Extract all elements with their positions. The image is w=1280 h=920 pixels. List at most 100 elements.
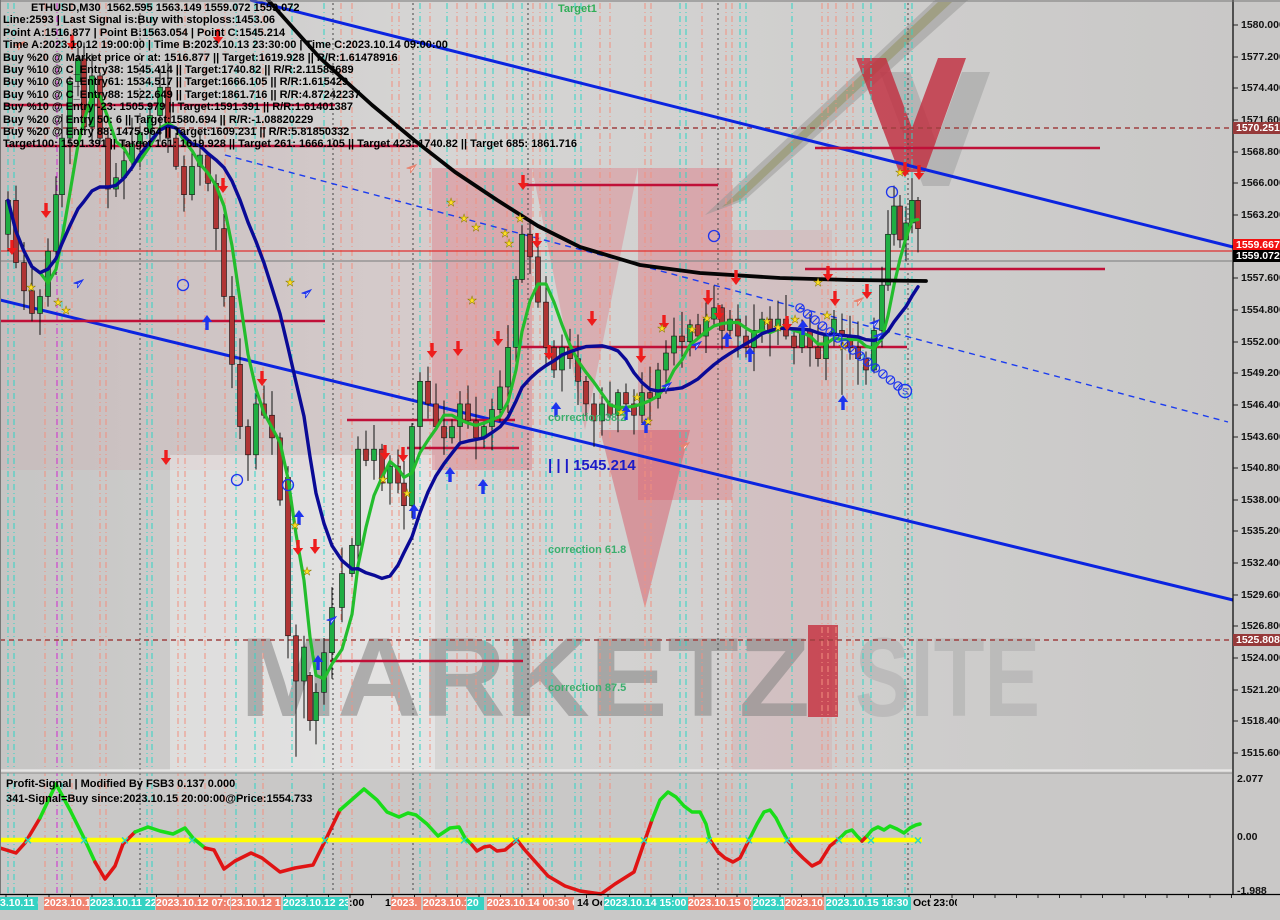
sell-arrow-icon — [492, 331, 504, 346]
candle-up — [615, 392, 621, 416]
price-axis-label: 1521.200 — [1241, 684, 1280, 696]
sell-arrow-icon — [913, 165, 925, 180]
star-icon: ★ — [643, 416, 653, 428]
price-badge: 1570.251 — [1233, 122, 1280, 134]
star-icon: ★ — [467, 295, 477, 307]
candle-up — [371, 448, 377, 461]
buy-arrow-icon — [293, 510, 305, 525]
price-axis-label: 1532.400 — [1241, 557, 1280, 569]
star-icon: ★ — [285, 277, 295, 289]
buy-arrow-icon — [837, 395, 849, 410]
price-axis-label: 1577.200 — [1241, 51, 1280, 63]
sell-arrow-icon — [635, 348, 647, 363]
oscillator-line — [338, 787, 474, 847]
candle-up — [75, 58, 81, 82]
candle-up — [387, 465, 393, 484]
candle-up — [45, 250, 51, 297]
candle-up — [497, 386, 503, 410]
candle-up — [313, 692, 319, 721]
sell-arrow-icon — [781, 316, 793, 331]
candle-down — [173, 137, 179, 167]
candle-down — [363, 448, 369, 461]
cross-marker-icon: × — [783, 832, 791, 848]
time-axis-label: 2023.10.13 — [423, 897, 466, 910]
candle-up — [687, 324, 693, 343]
buy-arrow-icon — [550, 402, 562, 417]
candle-down — [465, 403, 471, 422]
candle-up — [189, 166, 195, 195]
candle-down — [21, 262, 27, 292]
time-axis-label: 20 — [467, 897, 484, 910]
time-axis-label: 2023.10.15 18:30 0 — [826, 897, 911, 910]
cross-marker-icon: × — [914, 832, 922, 848]
candle-down — [379, 448, 385, 484]
candle-down — [425, 380, 431, 405]
candle-down — [535, 256, 541, 303]
candle-up — [137, 132, 143, 145]
sell-arrow-icon — [309, 539, 321, 554]
star-icon: ★ — [632, 392, 642, 404]
price-axis-label: 1566.000 — [1241, 177, 1280, 189]
sell-arrow-icon — [517, 175, 529, 190]
sell-arrow-icon — [531, 233, 543, 248]
star-icon: ★ — [790, 314, 800, 326]
price-axis-label: 1557.600 — [1241, 272, 1280, 284]
watermark-text-left: MARKETZ — [240, 615, 810, 740]
candle-down — [401, 482, 407, 507]
sell-arrow-icon — [66, 35, 78, 50]
buy-arrow-icon — [797, 320, 809, 335]
ma-long-line — [266, 0, 928, 283]
sell-arrow-icon — [452, 341, 464, 356]
candle-down — [543, 301, 549, 348]
buy-arrow-icon — [477, 479, 489, 494]
star-icon: ★ — [402, 488, 412, 500]
candle-down — [277, 437, 283, 501]
candle-up — [885, 233, 891, 286]
sell-arrow-icon — [292, 540, 304, 555]
oscillator-line — [865, 822, 922, 838]
oscillator-line — [133, 825, 207, 850]
chain-end-icon — [897, 383, 913, 399]
price-badge: 1525.808 — [1233, 634, 1280, 646]
price-axis-label: 1568.800 — [1241, 146, 1280, 158]
star-icon: ★ — [53, 297, 63, 309]
star-icon: ★ — [26, 282, 36, 294]
time-axis-label: 2023.10.12 23:00 — [283, 897, 348, 910]
candle-up — [59, 137, 65, 195]
chain-circle-icon — [840, 339, 851, 349]
chain-circle-icon — [825, 327, 835, 337]
buy-arrow-icon — [640, 418, 652, 433]
chain-circle-icon — [847, 345, 858, 355]
time-axis-label: 14 Oc — [577, 897, 602, 909]
candle-down — [583, 380, 589, 405]
time-axis-label: 2023.10.14 00:30 0 — [487, 897, 574, 910]
candle-up — [663, 352, 669, 371]
star-icon: ★ — [616, 407, 626, 419]
candle-up — [37, 296, 43, 314]
price-axis-label: 1552.000 — [1241, 336, 1280, 348]
watermark-text-right: SITE — [855, 615, 1040, 740]
candle-down — [29, 290, 35, 314]
star-icon: ★ — [813, 277, 823, 289]
cross-marker-icon: × — [188, 832, 196, 848]
price-axis-label: 1574.400 — [1241, 82, 1280, 94]
candle-up — [505, 347, 511, 388]
candle-down — [679, 335, 685, 343]
price-axis-label: 1543.600 — [1241, 431, 1280, 443]
sell-arrow-icon — [543, 345, 555, 360]
candle-up — [449, 426, 455, 439]
price-axis-label: 1563.200 — [1241, 209, 1280, 221]
ma-slow-line — [6, 124, 920, 581]
cross-marker-icon: × — [867, 832, 875, 848]
watermark-i-bar — [808, 625, 838, 717]
time-axis-label: 2023.10. — [785, 897, 824, 910]
time-axis-label: 3.10.11 0 — [0, 897, 38, 910]
candle-up — [147, 115, 153, 133]
sell-arrow-icon — [160, 450, 172, 465]
candle-down — [791, 335, 797, 348]
chain-circle-icon — [855, 351, 866, 361]
chain-circle-icon — [885, 375, 896, 385]
buy-arrow-icon — [620, 405, 632, 420]
star-icon: ★ — [773, 322, 783, 334]
